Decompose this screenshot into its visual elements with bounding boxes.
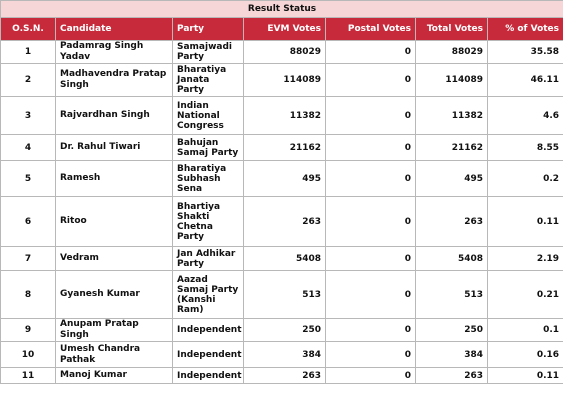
candidate-cell: Gyanesh Kumar xyxy=(55,270,173,319)
osn-cell: 10 xyxy=(0,341,56,368)
candidate-cell: Dr. Rahul Tiwari xyxy=(55,134,173,161)
percent-votes-cell: 8.55 xyxy=(486,134,563,161)
percent-votes-cell: 35.58 xyxy=(486,40,563,64)
evm-votes-cell: 384 xyxy=(243,341,326,368)
percent-votes-cell: 2.19 xyxy=(486,246,563,271)
evm-votes-cell: 114089 xyxy=(243,63,326,97)
postal-votes-cell: 0 xyxy=(325,96,416,135)
total-votes-cell: 5408 xyxy=(415,246,488,271)
osn-cell: 8 xyxy=(0,270,56,319)
total-votes-cell: 495 xyxy=(415,160,488,197)
evm-votes-cell: 250 xyxy=(243,318,326,342)
postal-votes-cell: 0 xyxy=(325,246,416,271)
osn-cell: 5 xyxy=(0,160,56,197)
osn-cell: 9 xyxy=(0,318,56,342)
evm-votes-header: EVM Votes xyxy=(243,17,326,41)
percent-votes-cell: 0.1 xyxy=(486,318,563,342)
party-cell: Indian National Congress xyxy=(172,96,244,135)
party-cell: Bahujan Samaj Party xyxy=(172,134,244,161)
postal-votes-cell: 0 xyxy=(325,367,416,384)
percent-votes-header: % of Votes xyxy=(486,17,563,41)
evm-votes-cell: 263 xyxy=(243,367,326,384)
table-row: 7 Vedram Jan Adhikar Party 5408 0 5408 2.19 xyxy=(0,246,563,271)
candidate-cell: Rajvardhan Singh xyxy=(55,96,173,135)
result-status-title: Result Status xyxy=(0,0,563,18)
total-votes-cell: 11382 xyxy=(415,96,488,135)
evm-votes-cell: 513 xyxy=(243,270,326,319)
total-votes-cell: 88029 xyxy=(415,40,488,64)
party-cell: Bharatiya Janata Party xyxy=(172,63,244,97)
party-cell: Bharatiya Subhash Sena xyxy=(172,160,244,197)
osn-cell: 2 xyxy=(0,63,56,97)
party-cell: Independent xyxy=(172,318,244,342)
table-row: 4 Dr. Rahul Tiwari Bahujan Samaj Party 2116… xyxy=(0,134,563,161)
percent-votes-cell: 0.21 xyxy=(486,270,563,319)
candidate-cell: Ramesh xyxy=(55,160,173,197)
table-row: 3 Rajvardhan Singh Indian National Congres… xyxy=(0,96,563,135)
candidate-cell: Padamrag Singh Yadav xyxy=(55,40,173,64)
party-header: Party xyxy=(172,17,244,41)
total-votes-cell: 250 xyxy=(415,318,488,342)
postal-votes-cell: 0 xyxy=(325,134,416,161)
postal-votes-cell: 0 xyxy=(325,196,416,247)
table-row: 6 Ritoo Bhartiya Shakti Chetna Party 263 0 26… xyxy=(0,196,563,247)
evm-votes-cell: 5408 xyxy=(243,246,326,271)
osn-cell: 3 xyxy=(0,96,56,135)
total-votes-cell: 263 xyxy=(415,196,488,247)
party-cell: Jan Adhikar Party xyxy=(172,246,244,271)
postal-votes-cell: 0 xyxy=(325,63,416,97)
candidate-cell: Umesh Chandra Pathak xyxy=(55,341,173,368)
total-votes-cell: 384 xyxy=(415,341,488,368)
osn-cell: 11 xyxy=(0,367,56,384)
total-votes-cell: 513 xyxy=(415,270,488,319)
party-cell: Bhartiya Shakti Chetna Party xyxy=(172,196,244,247)
candidate-cell: Anupam Pratap Singh xyxy=(55,318,173,342)
total-votes-cell: 21162 xyxy=(415,134,488,161)
result-table: Result Status O.S.N. Candidate Party EVM… xyxy=(0,0,563,384)
percent-votes-cell: 0.11 xyxy=(486,196,563,247)
postal-votes-cell: 0 xyxy=(325,318,416,342)
header-row: O.S.N. Candidate Party EVM Votes Postal … xyxy=(0,17,563,41)
osn-cell: 6 xyxy=(0,196,56,247)
candidate-header: Candidate xyxy=(55,17,173,41)
total-votes-header: Total Votes xyxy=(415,17,488,41)
table-row: 9 Anupam Pratap Singh Independent 250 0 250 0.… xyxy=(0,318,563,342)
percent-votes-cell: 46.11 xyxy=(486,63,563,97)
postal-votes-header: Postal Votes xyxy=(325,17,416,41)
candidate-cell: Madhavendra Pratap Singh xyxy=(55,63,173,97)
evm-votes-cell: 21162 xyxy=(243,134,326,161)
evm-votes-cell: 495 xyxy=(243,160,326,197)
table-row: 10 Umesh Chandra Pathak Independent 384 0 384… xyxy=(0,341,563,368)
postal-votes-cell: 0 xyxy=(325,270,416,319)
party-cell: Independent xyxy=(172,341,244,368)
candidate-cell: Manoj Kumar xyxy=(55,367,173,384)
osn-cell: 4 xyxy=(0,134,56,161)
postal-votes-cell: 0 xyxy=(325,160,416,197)
percent-votes-cell: 0.16 xyxy=(486,341,563,368)
percent-votes-cell: 0.11 xyxy=(486,367,563,384)
party-cell: Independent xyxy=(172,367,244,384)
evm-votes-cell: 11382 xyxy=(243,96,326,135)
title-row: Result Status xyxy=(0,0,563,18)
total-votes-cell: 114089 xyxy=(415,63,488,97)
table-row: 1 Padamrag Singh Yadav Samajwadi Party 8802… xyxy=(0,40,563,64)
postal-votes-cell: 0 xyxy=(325,341,416,368)
percent-votes-cell: 0.2 xyxy=(486,160,563,197)
table-row: 11 Manoj Kumar Independent 263 0 263 0.11 xyxy=(0,367,563,384)
table-row: 5 Ramesh Bharatiya Subhash Sena 495 0 495 0.2 xyxy=(0,160,563,197)
table-row: 8 Gyanesh Kumar Aazad Samaj Party (Kanshi … xyxy=(0,270,563,319)
candidate-cell: Ritoo xyxy=(55,196,173,247)
percent-votes-cell: 4.6 xyxy=(486,96,563,135)
osn-cell: 7 xyxy=(0,246,56,271)
osn-header: O.S.N. xyxy=(0,17,56,41)
candidate-cell: Vedram xyxy=(55,246,173,271)
table-row: 2 Madhavendra Pratap Singh Bharatiya Janat… xyxy=(0,63,563,97)
osn-cell: 1 xyxy=(0,40,56,64)
total-votes-cell: 263 xyxy=(415,367,488,384)
postal-votes-cell: 0 xyxy=(325,40,416,64)
party-cell: Aazad Samaj Party (Kanshi Ram) xyxy=(172,270,244,319)
evm-votes-cell: 88029 xyxy=(243,40,326,64)
party-cell: Samajwadi Party xyxy=(172,40,244,64)
evm-votes-cell: 263 xyxy=(243,196,326,247)
